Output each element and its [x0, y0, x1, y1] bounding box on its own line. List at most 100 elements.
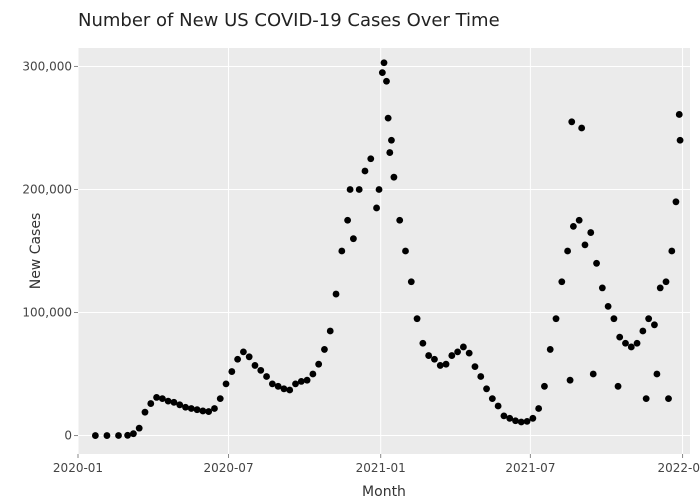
data-point	[643, 395, 650, 402]
data-point	[628, 344, 635, 351]
data-point	[512, 417, 519, 424]
data-point	[673, 198, 680, 205]
x-tick-label: 2020-01	[53, 461, 103, 475]
data-point	[367, 155, 374, 162]
x-tick-label: 2021-07	[505, 461, 555, 475]
data-point	[373, 205, 380, 212]
data-point	[153, 394, 160, 401]
data-point	[321, 346, 328, 353]
data-point	[205, 408, 212, 415]
data-point	[263, 373, 270, 380]
data-point	[223, 380, 230, 387]
data-point	[460, 344, 467, 351]
data-point	[376, 186, 383, 193]
data-point	[385, 115, 392, 122]
data-point	[590, 371, 597, 378]
data-point	[176, 401, 183, 408]
data-point	[211, 405, 218, 412]
data-point	[489, 395, 496, 402]
data-point	[315, 361, 322, 368]
data-point	[582, 241, 589, 248]
data-point	[383, 78, 390, 85]
data-point	[495, 403, 502, 410]
data-point	[386, 149, 393, 156]
data-point	[142, 409, 149, 416]
data-point	[338, 248, 345, 255]
data-point	[564, 248, 571, 255]
data-point	[615, 383, 622, 390]
data-point	[124, 432, 131, 439]
data-point	[92, 432, 99, 439]
data-point	[466, 350, 473, 357]
data-point	[541, 383, 548, 390]
data-point	[159, 395, 166, 402]
data-point	[634, 340, 641, 347]
data-point	[587, 229, 594, 236]
data-point	[414, 315, 421, 322]
data-point	[130, 430, 137, 437]
x-ticks: 2020-01 2020-07 2021-01 2021-07 2022-01	[53, 454, 700, 475]
data-point	[547, 346, 554, 353]
data-point	[622, 340, 629, 347]
data-point	[570, 223, 577, 230]
data-point	[448, 352, 455, 359]
data-point	[182, 404, 189, 411]
data-point	[578, 125, 585, 132]
data-point	[147, 400, 154, 407]
data-point	[269, 380, 276, 387]
data-point	[477, 373, 484, 380]
plot-panel	[78, 48, 690, 454]
y-tick-label: 0	[64, 429, 72, 443]
data-point	[246, 353, 253, 360]
data-point	[677, 137, 684, 144]
data-point	[388, 137, 395, 144]
data-point	[663, 278, 670, 285]
data-point	[286, 387, 293, 394]
y-tick-label: 100,000	[22, 306, 72, 320]
data-point	[347, 186, 354, 193]
data-point	[281, 385, 288, 392]
data-point	[616, 334, 623, 341]
data-point	[576, 217, 583, 224]
data-point	[402, 248, 409, 255]
data-point	[171, 399, 178, 406]
data-point	[657, 285, 664, 292]
data-point	[472, 363, 479, 370]
data-point	[356, 186, 363, 193]
data-point	[419, 340, 426, 347]
data-point	[553, 315, 560, 322]
x-tick-label: 2022-01	[657, 461, 700, 475]
data-point	[350, 235, 357, 242]
data-point	[309, 371, 316, 378]
data-point	[194, 406, 201, 413]
data-point	[252, 362, 259, 369]
data-point	[501, 412, 508, 419]
data-point	[327, 328, 334, 335]
y-tick-label: 300,000	[22, 59, 72, 73]
data-point	[344, 217, 351, 224]
data-point	[599, 285, 606, 292]
data-point	[333, 291, 340, 298]
data-point	[558, 278, 565, 285]
data-point	[676, 111, 683, 118]
data-point	[396, 217, 403, 224]
x-axis-title: Month	[362, 484, 406, 500]
data-point	[529, 415, 536, 422]
data-point	[257, 367, 264, 374]
data-point	[136, 425, 143, 432]
y-axis-title: New Cases	[28, 213, 44, 290]
data-point	[188, 405, 195, 412]
data-point	[668, 248, 675, 255]
data-point	[483, 385, 490, 392]
data-point	[381, 59, 388, 66]
data-point	[304, 377, 311, 384]
data-point	[298, 378, 305, 385]
x-tick-label: 2020-07	[203, 461, 253, 475]
data-point	[234, 356, 241, 363]
data-point	[379, 69, 386, 76]
data-point	[362, 168, 369, 175]
data-point	[425, 352, 432, 359]
data-point	[454, 348, 461, 355]
